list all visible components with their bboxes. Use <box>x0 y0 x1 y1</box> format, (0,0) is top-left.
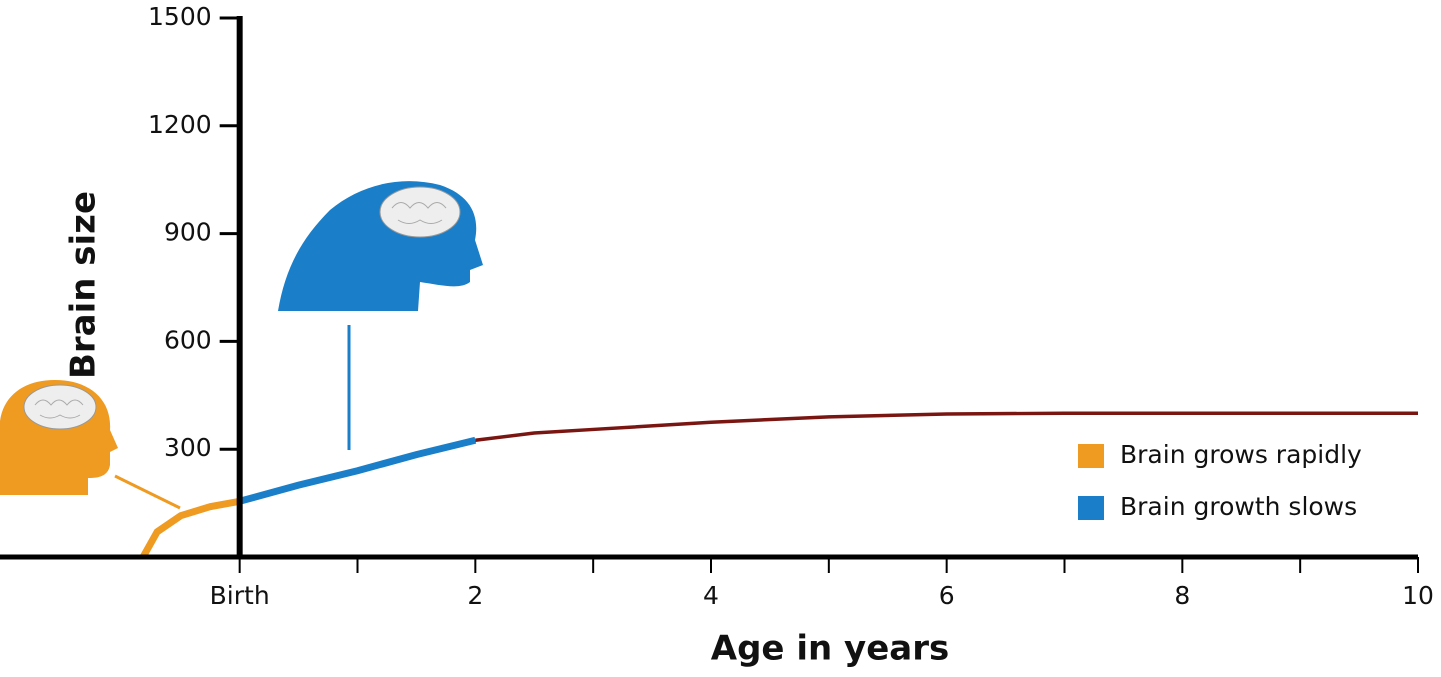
x-tick-label: 10 <box>1402 581 1434 610</box>
series-line <box>139 497 241 559</box>
x-tick-label: 4 <box>703 581 719 610</box>
legend-label: Brain grows rapidly <box>1120 440 1362 469</box>
y-tick-label: 900 <box>164 218 212 247</box>
x-axis-title: Age in years <box>711 629 949 669</box>
legend-swatch <box>1078 496 1104 520</box>
legend-swatch <box>1078 444 1104 468</box>
x-tick-label: 8 <box>1174 581 1190 610</box>
series-line <box>238 436 477 505</box>
legend-label: Brain growth slows <box>1120 492 1357 521</box>
x-tick-label: 6 <box>939 581 955 610</box>
newborn-head-icon <box>0 380 181 510</box>
y-tick-label: 600 <box>164 325 212 354</box>
y-tick-label: 300 <box>164 433 212 462</box>
child-head-icon <box>278 181 483 450</box>
y-tick-label: 1200 <box>148 110 212 139</box>
y-axis-title: Brain size <box>64 191 104 379</box>
y-tick-label: 1500 <box>148 2 212 31</box>
x-tick-label: Birth <box>210 581 270 610</box>
series-line <box>475 411 1418 442</box>
x-tick-label: 2 <box>467 581 483 610</box>
